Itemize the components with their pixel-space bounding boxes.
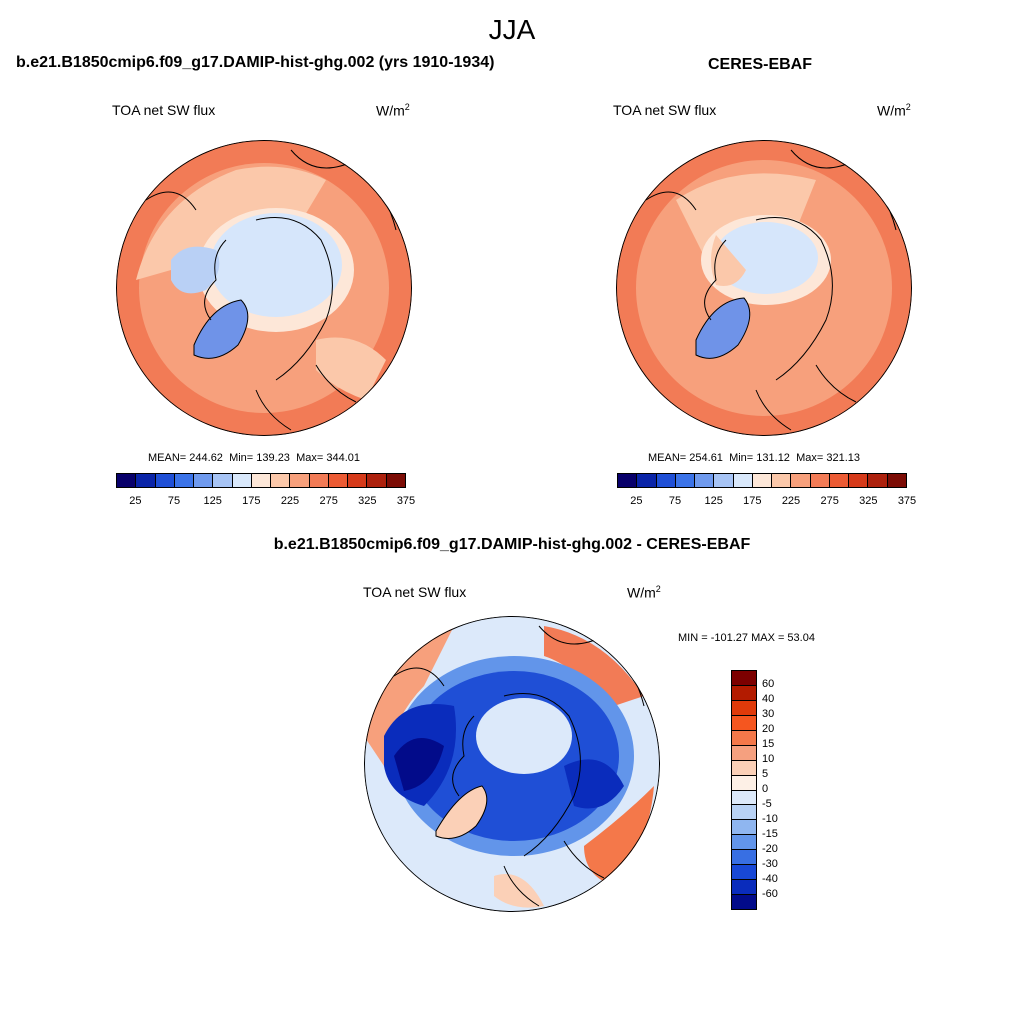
colorbar-tick-label: -5 <box>762 798 772 810</box>
colorbar-swatch <box>675 474 696 487</box>
colorbar-swatch <box>732 760 756 776</box>
colorbar-swatch <box>251 474 272 487</box>
colorbar-swatch <box>732 775 756 791</box>
colorbar-swatch <box>732 790 756 806</box>
diff-colorbar <box>731 670 757 910</box>
colorbar-swatch <box>348 474 368 487</box>
colorbar-swatch <box>213 474 233 487</box>
colorbar-tick-label: 15 <box>762 738 775 750</box>
model-polar-map <box>116 140 412 436</box>
diff-minmax: MIN = -101.27 MAX = 53.04 <box>678 632 815 644</box>
colorbar-swatch <box>174 474 195 487</box>
colorbar-swatch <box>117 474 137 487</box>
model-stats: MEAN= 244.62 Min= 139.23 Max= 344.01 <box>148 452 360 464</box>
colorbar-swatch <box>733 474 753 487</box>
colorbar-tick-label: 175 <box>743 495 762 507</box>
colorbar-swatch <box>695 474 715 487</box>
colorbar-tick-label: 225 <box>781 495 801 507</box>
model-panel-label: TOA net SW flux <box>112 102 216 118</box>
colorbar-swatch <box>290 474 310 487</box>
colorbar-tick-label: 5 <box>762 768 769 780</box>
colorbar-swatch <box>887 474 906 487</box>
diff-panel-label: TOA net SW flux <box>363 584 467 600</box>
colorbar-swatch <box>656 474 676 487</box>
obs-panel-label: TOA net SW flux <box>613 102 717 118</box>
colorbar-tick-label: 10 <box>762 753 775 765</box>
colorbar-tick-label: 175 <box>242 495 261 507</box>
colorbar-tick-label: 325 <box>358 495 377 507</box>
colorbar-tick-label: 25 <box>630 495 643 507</box>
colorbar-swatch <box>732 685 756 701</box>
colorbar-swatch <box>732 835 756 851</box>
colorbar-swatch <box>732 895 756 909</box>
colorbar-swatch <box>868 474 888 487</box>
colorbar-swatch <box>752 474 773 487</box>
diff-units: W/m2 <box>627 584 661 601</box>
obs-units: W/m2 <box>877 102 911 119</box>
model-units: W/m2 <box>376 102 410 119</box>
colorbar-tick-label: 275 <box>820 495 839 507</box>
colorbar-swatch <box>732 880 756 896</box>
colorbar-swatch <box>732 671 756 686</box>
season-title: JJA <box>488 14 536 45</box>
colorbar-tick-label: 125 <box>203 495 222 507</box>
colorbar-swatch <box>849 474 869 487</box>
colorbar-swatch <box>732 715 756 731</box>
colorbar-tick-label: 275 <box>319 495 338 507</box>
colorbar-swatch <box>271 474 291 487</box>
colorbar-tick-label: 40 <box>762 693 775 705</box>
colorbar-swatch <box>810 474 830 487</box>
colorbar-swatch <box>732 745 756 761</box>
colorbar-swatch <box>155 474 175 487</box>
model-case-title: b.e21.B1850cmip6.f09_g17.DAMIP-hist-ghg.… <box>16 54 495 71</box>
colorbar-tick-label: 60 <box>762 678 775 690</box>
obs-case-title: CERES-EBAF <box>708 56 813 73</box>
colorbar-swatch <box>732 730 756 746</box>
colorbar-tick-label: -15 <box>762 828 778 840</box>
obs-colorbar <box>617 473 907 488</box>
colorbar-tick-label: 0 <box>762 783 769 795</box>
colorbar-tick-label: 75 <box>668 495 682 507</box>
obs-colorbar-ticks: 25 75 125 175 225 275 325 375 <box>617 495 916 509</box>
colorbar-tick-label: 75 <box>167 495 181 507</box>
colorbar-tick-label: -60 <box>762 888 778 900</box>
colorbar-tick-label: 225 <box>280 495 300 507</box>
obs-polar-map <box>616 140 912 436</box>
colorbar-swatch <box>791 474 811 487</box>
colorbar-swatch <box>367 474 387 487</box>
colorbar-tick-label: -10 <box>762 813 778 825</box>
colorbar-tick-label: 25 <box>129 495 142 507</box>
colorbar-swatch <box>637 474 657 487</box>
colorbar-swatch <box>732 850 756 866</box>
colorbar-tick-label: 20 <box>762 723 775 735</box>
colorbar-swatch <box>618 474 638 487</box>
colorbar-swatch <box>732 865 756 881</box>
colorbar-tick-label: 125 <box>704 495 723 507</box>
colorbar-swatch <box>772 474 792 487</box>
colorbar-tick-label: 375 <box>396 495 416 507</box>
colorbar-swatch <box>232 474 252 487</box>
colorbar-tick-label: 375 <box>897 495 917 507</box>
colorbar-swatch <box>328 474 349 487</box>
colorbar-tick-label: 325 <box>859 495 878 507</box>
diff-polar-map <box>364 616 660 912</box>
colorbar-swatch <box>136 474 156 487</box>
colorbar-swatch <box>714 474 734 487</box>
model-colorbar <box>116 473 406 488</box>
colorbar-swatch <box>732 805 756 821</box>
diff-colorbar-ticks: 60 40 30 20 15 10 5 0 -5 -10 -15 -20 -30 -40 -60 <box>762 670 802 910</box>
diff-case-title: b.e21.B1850cmip6.f09_g17.DAMIP-hist-ghg.… <box>273 536 751 553</box>
colorbar-swatch <box>386 474 405 487</box>
colorbar-swatch <box>829 474 850 487</box>
colorbar-tick-label: -20 <box>762 843 778 855</box>
colorbar-swatch <box>732 700 756 716</box>
colorbar-tick-label: -30 <box>762 858 778 870</box>
colorbar-swatch <box>732 820 756 836</box>
colorbar-swatch <box>194 474 214 487</box>
colorbar-tick-label: 30 <box>762 708 775 720</box>
obs-stats: MEAN= 254.61 Min= 131.12 Max= 321.13 <box>648 452 860 464</box>
colorbar-swatch <box>309 474 329 487</box>
colorbar-tick-label: -40 <box>762 873 778 885</box>
model-colorbar-ticks: 25 75 125 175 225 275 325 375 <box>116 495 415 509</box>
